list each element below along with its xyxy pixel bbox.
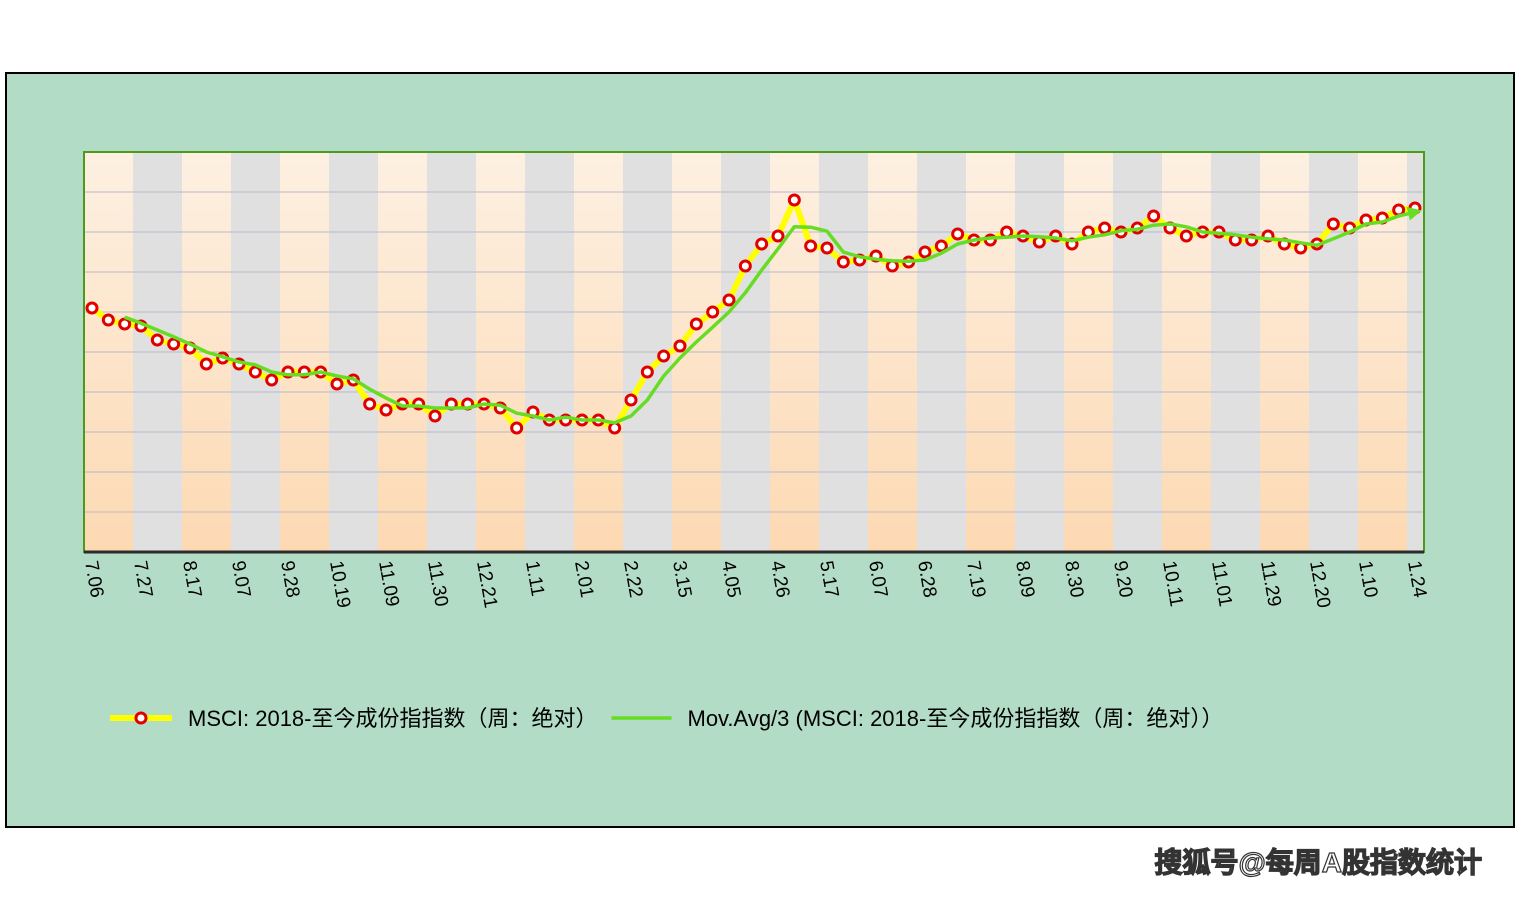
- marker: [363, 397, 377, 411]
- marker: [428, 409, 442, 423]
- marker: [640, 365, 654, 379]
- marker: [836, 255, 850, 269]
- marker: [738, 259, 752, 273]
- marker: [118, 317, 132, 331]
- marker: [787, 193, 801, 207]
- marker: [510, 421, 524, 435]
- plot-area: 7.06 7.27 8.17 9.07 9.28 10.19 11.09 11.30 12.21…: [80, 151, 1430, 610]
- marker: [722, 293, 736, 307]
- marker: [820, 241, 834, 255]
- marker: [101, 313, 115, 327]
- marker: [804, 239, 818, 253]
- series-line: [124, 206, 1422, 425]
- marker: [1179, 229, 1193, 243]
- marker: [624, 393, 638, 407]
- marker: [918, 245, 932, 259]
- marker: [1147, 209, 1161, 223]
- marker: [248, 365, 262, 379]
- marker: [1098, 221, 1112, 235]
- legend-label: Mov.Avg/3 (MSCI: 2018-至今成份指指数（周：绝对））: [688, 706, 1224, 731]
- marker: [85, 301, 99, 315]
- marker: [199, 357, 213, 371]
- marker: [330, 377, 344, 391]
- watermark: 搜狐号@每周A股指数统计: [1154, 846, 1482, 878]
- marker: [1326, 217, 1340, 231]
- marker: [379, 403, 393, 417]
- legend-label: MSCI: 2018-至今成份指指数（周：绝对）: [188, 706, 598, 731]
- marker: [934, 239, 948, 253]
- marker: [951, 227, 965, 241]
- marker: [150, 333, 164, 347]
- marker: [673, 339, 687, 353]
- marker: [755, 237, 769, 251]
- legend-marker: [134, 711, 148, 725]
- marker: [771, 229, 785, 243]
- marker: [706, 305, 720, 319]
- marker: [265, 373, 279, 387]
- marker: [167, 337, 181, 351]
- marker: [689, 317, 703, 331]
- marker: [657, 349, 671, 363]
